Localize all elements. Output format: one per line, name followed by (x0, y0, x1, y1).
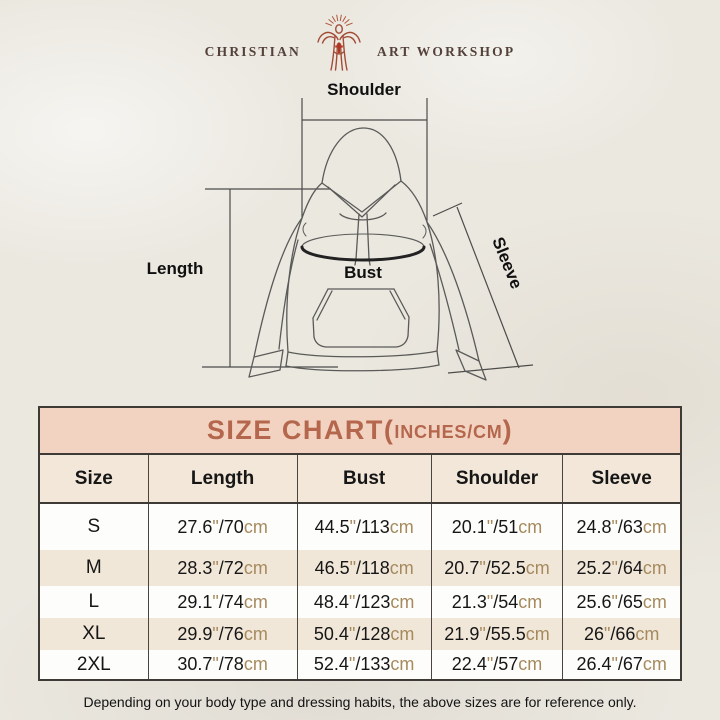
shoulder-value: 21.3"/54cm (430, 586, 563, 618)
shoulder-value: 22.4"/57cm (430, 650, 563, 680)
length-value: 28.3"/72cm (147, 550, 298, 586)
col-header-sleeve: Sleeve (562, 454, 681, 504)
size-chart-title-close: ) (502, 415, 514, 445)
sleeve-value: 25.2"/64cm (562, 550, 681, 586)
size-value: M (85, 557, 102, 578)
size-chart-title: SIZE CHART(INCHES/CM) (38, 406, 682, 453)
jesus-with-rays-icon (317, 14, 361, 71)
bust-value: 46.5"/118cm (296, 550, 432, 586)
col-header-shoulder: Shoulder (430, 454, 563, 504)
length-value: 30.7"/78cm (147, 650, 298, 680)
shoulder-value: 20.1"/51cm (430, 503, 563, 550)
col-header-length: Length (147, 454, 298, 504)
sleeve-value: 26"/66cm (562, 618, 681, 650)
table-row-l: L 29.1"/74cm 48.4"/123cm 21.3"/54cm 25.6… (39, 586, 681, 618)
shoulder-label: Shoulder (327, 80, 401, 99)
col-header-bust: Bust (296, 454, 432, 504)
bust-value: 50.4"/128cm (296, 618, 432, 650)
hoodie-line-art: Shoulder Length Bust Sleeve (147, 80, 534, 381)
table-row-2xl: 2XL 30.7"/78cm 52.4"/133cm 22.4"/57cm 26… (39, 650, 681, 680)
header-row: Size Length Bust Shoulder Sleeve (39, 454, 681, 504)
length-value: 29.9"/76cm (147, 618, 298, 650)
size-chart-title-main: SIZE CHART( (206, 415, 395, 445)
size-table: Size Length Bust Shoulder Sleeve S 27.6"… (38, 453, 682, 681)
bust-value: 52.4"/133cm (296, 650, 432, 680)
brand-logo: CHRISTIAN ART WORKSHOP (0, 12, 720, 74)
table-row-xl: XL 29.9"/76cm 50.4"/128cm 21.9"/55.5cm 2… (39, 618, 681, 650)
shoulder-value: 20.7"/52.5cm (430, 550, 563, 586)
bust-value: 44.5"/113cm (296, 503, 432, 550)
size-chart-title-units: INCHES/CM (394, 421, 503, 442)
length-value: 27.6"/70cm (147, 503, 298, 550)
hoodie-measurement-diagram: Shoulder Length Bust Sleeve (140, 78, 580, 400)
brand-name-right: ART WORKSHOP (377, 44, 516, 59)
size-value: XL (82, 623, 106, 644)
length-label: Length (147, 259, 204, 278)
sleeve-label: Sleeve (488, 234, 526, 291)
table-row-m: M 28.3"/72cm 46.5"/118cm 20.7"/52.5cm 25… (39, 550, 681, 586)
bust-label: Bust (344, 263, 382, 282)
hoodie-outline (248, 127, 487, 381)
bust-value: 48.4"/123cm (296, 586, 432, 618)
length-value: 29.1"/74cm (147, 586, 298, 618)
size-value: 2XL (76, 653, 111, 675)
sleeve-value: 24.8"/63cm (562, 503, 681, 550)
size-value: L (88, 591, 100, 612)
size-value: S (87, 516, 101, 537)
shoulder-value: 21.9"/55.5cm (430, 618, 563, 650)
table-row-s: S 27.6"/70cm 44.5"/113cm 20.1"/51cm 24.8… (39, 503, 681, 550)
reference-note: Depending on your body type and dressing… (83, 694, 637, 710)
measurement-lines (202, 98, 534, 374)
sleeve-value: 26.4"/67cm (562, 650, 681, 680)
brand-name-left: CHRISTIAN (204, 44, 301, 59)
col-header-size: Size (39, 454, 149, 504)
size-chart: SIZE CHART(INCHES/CM) Size Length Bust S… (38, 406, 682, 681)
sleeve-value: 25.6"/65cm (562, 586, 681, 618)
